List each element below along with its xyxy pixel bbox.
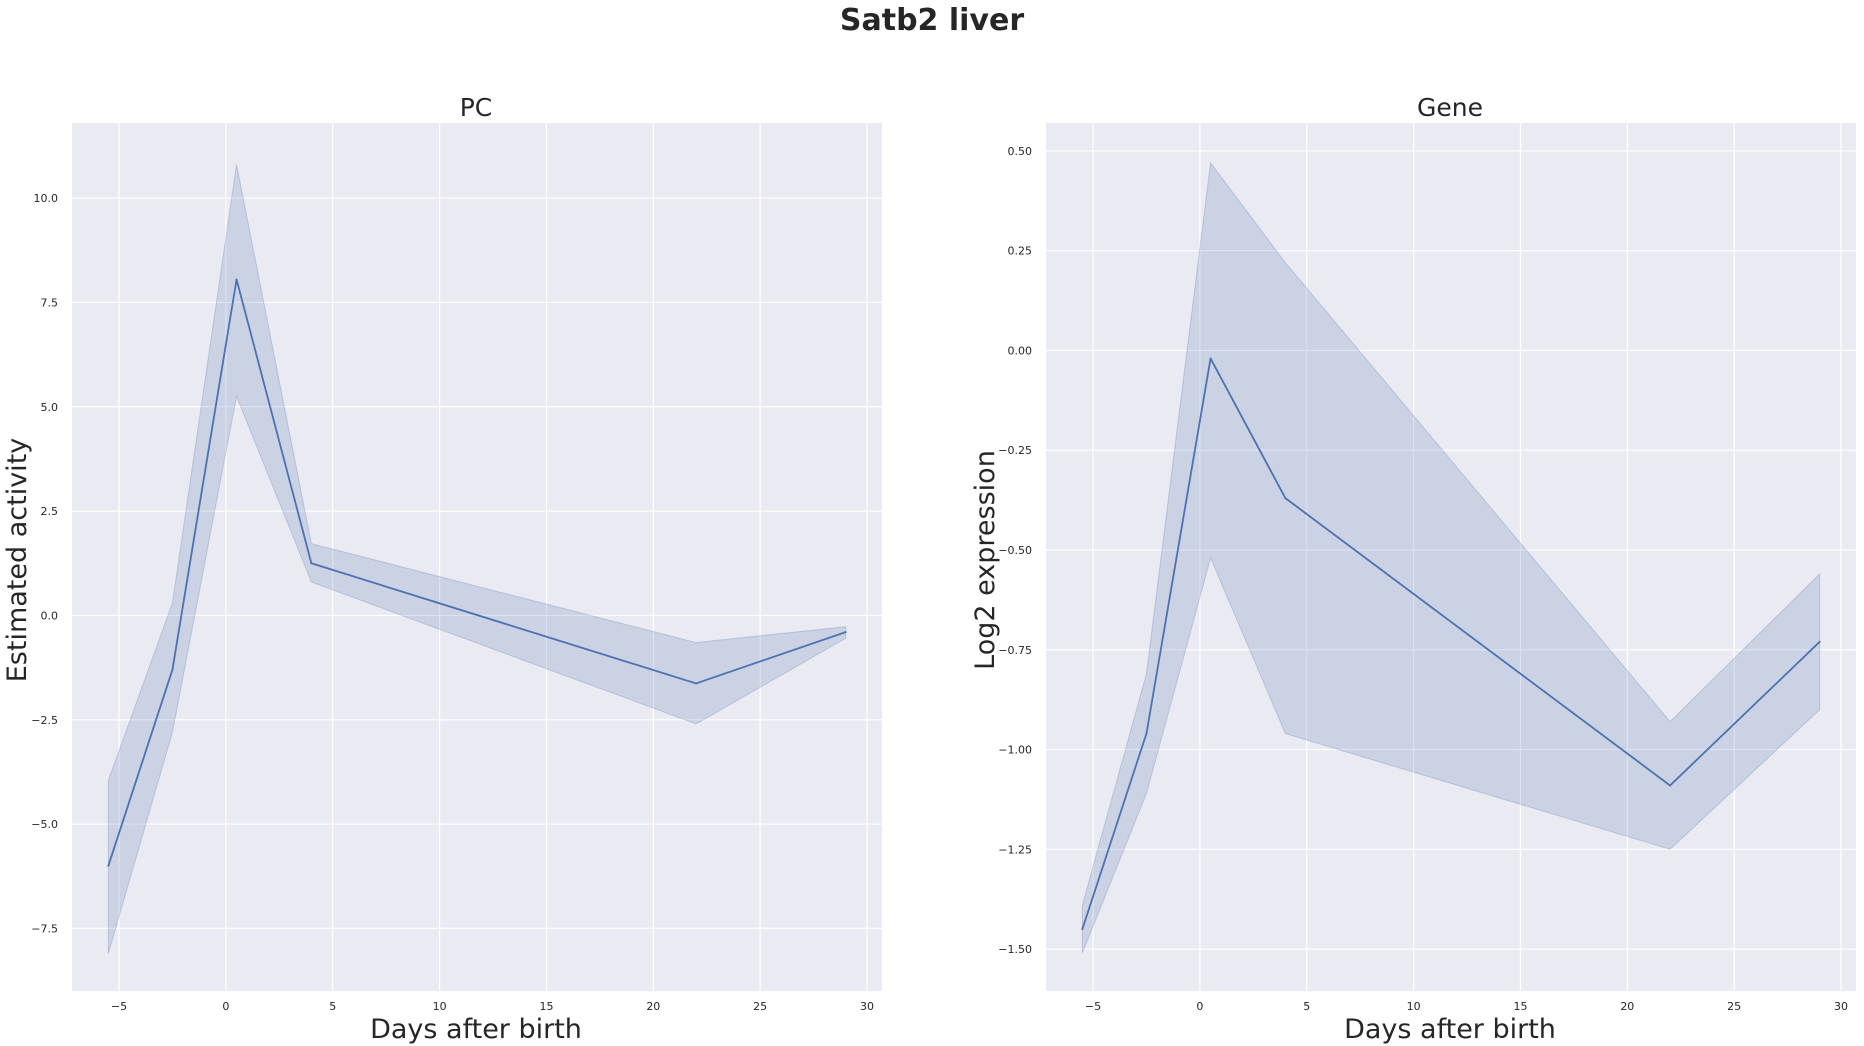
- gene-y-tick-label: −0.50: [998, 544, 1032, 557]
- pc-data-point: [107, 864, 110, 867]
- figure-title: Satb2 liver: [840, 3, 1024, 38]
- gene-y-tick-label: 0.25: [1008, 245, 1033, 258]
- gene-data-point: [1081, 928, 1084, 931]
- pc-series-line: [107, 278, 846, 867]
- gene-y-tick-label: 0.00: [1008, 344, 1033, 357]
- gene-plot-background: [1046, 123, 1856, 991]
- pc-x-tick-label: 0: [222, 1000, 229, 1013]
- gene-x-tick-label: −5: [1085, 1000, 1101, 1013]
- gene-data-point: [1669, 784, 1672, 787]
- gene-chart-title: Gene: [1417, 93, 1483, 122]
- pc-x-tick-label: 30: [860, 1000, 874, 1013]
- gene-y-tick-label: −1.50: [998, 943, 1032, 956]
- pc-data-point: [695, 682, 698, 685]
- pc-y-tick-label: 10.0: [34, 192, 59, 205]
- gene-x-tick-label: 5: [1303, 1000, 1310, 1013]
- pc-data-point: [171, 668, 174, 671]
- pc-chart-title: PC: [460, 93, 493, 122]
- pc-plot-area: −5 0 5 10 15 20 25 30 −7.5 −5.0 −2.5 0.0 2.5 5.0 7.5 10…: [31, 123, 882, 1013]
- gene-data-point: [1209, 357, 1212, 360]
- gene-data-point: [1145, 732, 1148, 735]
- gene-y-tick-label: −0.25: [998, 444, 1032, 457]
- gene-chart-y-label: Log2 expression: [970, 450, 1001, 670]
- pc-y-tick-label: 7.5: [41, 296, 59, 309]
- gene-y-tick-label: 0.50: [1008, 145, 1033, 158]
- gene-x-tick-label: 25: [1727, 1000, 1741, 1013]
- pc-data-point: [310, 562, 313, 565]
- gene-x-tick-label: 30: [1834, 1000, 1848, 1013]
- pc-chart: −5 0 5 10 15 20 25 30 −7.5 −5.0 −2.5 0.0 2.5 5.0 7.5 10…: [2, 93, 882, 1045]
- pc-y-tick-label: −5.0: [31, 818, 58, 831]
- gene-plot-area: −5 0 5 10 15 20 25 30 −1.50 −1.25 −1.00 −0.75 −0.50 −…: [998, 123, 1856, 1013]
- pc-x-tick-label: 15: [539, 1000, 553, 1013]
- gene-y-tick-label: −1.00: [998, 744, 1032, 757]
- pc-y-tick-label: −7.5: [31, 922, 58, 935]
- pc-y-tick-label: 2.5: [41, 505, 59, 518]
- gene-data-point: [1818, 640, 1821, 643]
- gene-chart-x-label: Days after birth: [1344, 1014, 1556, 1045]
- pc-y-tick-label: 5.0: [41, 401, 59, 414]
- gene-x-tick-label: 0: [1196, 1000, 1203, 1013]
- pc-x-tick-label: 25: [753, 1000, 767, 1013]
- pc-y-tick-label: 0.0: [41, 609, 59, 622]
- pc-chart-x-label: Days after birth: [370, 1014, 582, 1045]
- pc-x-tick-label: 5: [329, 1000, 336, 1013]
- pc-confidence-band: [107, 164, 847, 954]
- gene-series-line: [1081, 357, 1821, 930]
- pc-data-point: [844, 631, 847, 634]
- gene-data-point: [1284, 497, 1287, 500]
- pc-chart-y-label: Estimated activity: [2, 438, 33, 683]
- gene-y-tick-label: −0.75: [998, 644, 1032, 657]
- gene-confidence-band: [1081, 161, 1821, 954]
- pc-plot-background: [72, 123, 882, 991]
- gene-x-tick-label: 10: [1407, 1000, 1421, 1013]
- pc-y-tick-label: −2.5: [31, 714, 58, 727]
- gene-chart: −5 0 5 10 15 20 25 30 −1.50 −1.25 −1.00 −0.75 −0.50 −…: [970, 93, 1856, 1045]
- gene-x-tick-label: 20: [1620, 1000, 1634, 1013]
- pc-x-tick-label: 20: [646, 1000, 660, 1013]
- gene-x-tick-label: 15: [1513, 1000, 1527, 1013]
- gene-y-tick-label: −1.25: [998, 843, 1032, 856]
- pc-x-tick-label: −5: [111, 1000, 127, 1013]
- pc-x-tick-label: 10: [433, 1000, 447, 1013]
- pc-data-point: [235, 278, 238, 281]
